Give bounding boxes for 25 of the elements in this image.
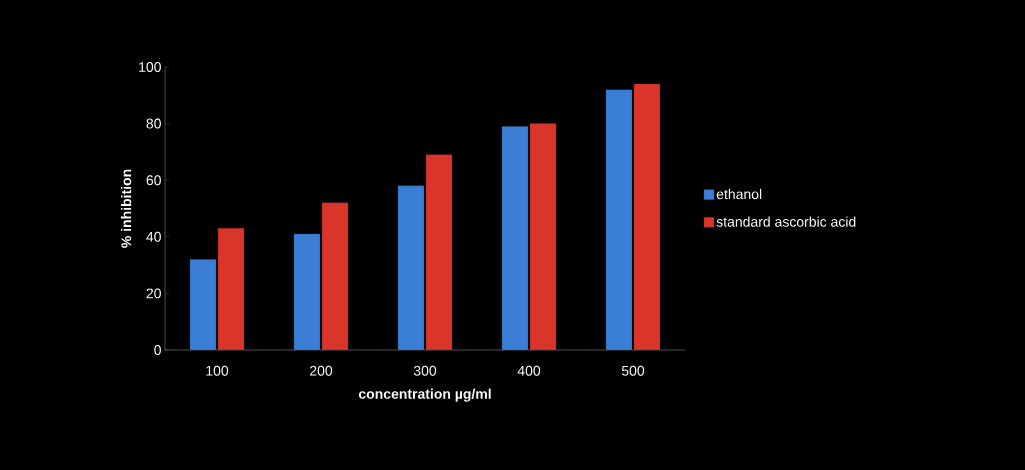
- legend-label: standard ascorbic acid: [716, 216, 856, 227]
- bar: [293, 233, 321, 350]
- y-tick-label: 0: [154, 345, 161, 355]
- bar: [501, 126, 529, 350]
- x-tick-label: 300: [413, 365, 437, 376]
- x-tick-label: 400: [517, 365, 541, 376]
- y-axis-title: % inhibition: [120, 169, 132, 248]
- bar: [217, 228, 245, 350]
- bar: [605, 89, 633, 350]
- bar: [321, 202, 349, 350]
- y-tick-label: 20: [146, 288, 161, 299]
- x-tick-label: 100: [206, 365, 229, 376]
- y-tick-label: 80: [146, 118, 161, 129]
- bar: [633, 83, 661, 350]
- y-tick-label: 100: [139, 62, 161, 72]
- x-axis-title: concentration µg/ml: [358, 388, 491, 402]
- x-tick-label: 200: [310, 365, 333, 376]
- legend-label: ethanol: [716, 188, 762, 200]
- bar: [529, 123, 557, 350]
- bar: [425, 154, 453, 350]
- y-tick-label: 40: [146, 231, 161, 242]
- bar: [189, 259, 217, 350]
- bar: [397, 185, 425, 350]
- x-tick-label: 500: [621, 365, 645, 376]
- y-tick-label: 60: [146, 175, 161, 186]
